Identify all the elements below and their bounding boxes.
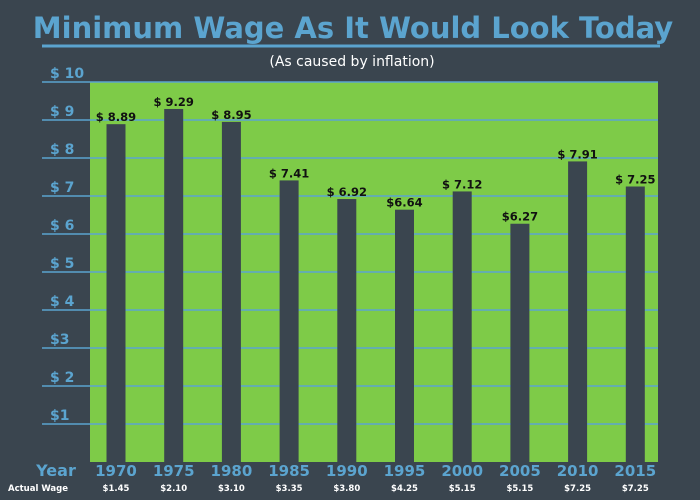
x-tick-label: 1990	[326, 462, 368, 480]
x-tick-label: 2005	[499, 462, 541, 480]
actual-wage-value: $7.25	[564, 484, 591, 494]
bar	[452, 191, 472, 462]
data-label: $ 7.25	[615, 173, 655, 187]
y-tick-label: $ 6	[50, 218, 74, 234]
actual-wage-value: $3.35	[276, 484, 303, 494]
data-label: $ 7.12	[442, 177, 482, 191]
x-tick-label: 1970	[95, 462, 137, 480]
y-tick-label: $1	[50, 408, 69, 424]
bar	[337, 199, 357, 463]
x-axis-label: Year	[35, 461, 76, 480]
actual-wage-value: $4.25	[391, 484, 418, 494]
actual-wage-value: $3.80	[333, 484, 360, 494]
x-tick-label: 1995	[384, 462, 426, 480]
actual-wage-value: $7.25	[622, 484, 649, 494]
chart-subtitle: (As caused by inflation)	[269, 54, 434, 70]
actual-wage-value: $5.15	[506, 484, 533, 494]
y-tick-label: $ 4	[50, 294, 75, 310]
actual-wage-value: $5.15	[449, 484, 476, 494]
actual-wage-value: $2.10	[160, 484, 187, 494]
data-label: $ 7.91	[557, 147, 597, 161]
bar	[510, 223, 530, 462]
data-label: $ 8.89	[96, 110, 136, 124]
data-label: $6.64	[386, 196, 422, 210]
actual-wage-values: $1.45 $2.10 $3.10 $3.35 $3.80 $4.25 $5.15 $5.15…	[103, 484, 649, 494]
y-tick-label: $3	[50, 332, 69, 348]
data-labels: $ 8.89 $ 9.29 $ 8.95 $ 7.41 $ 6.92 $6.64 $ 7.1…	[96, 95, 656, 224]
actual-wage-value: $1.45	[103, 484, 130, 494]
data-label: $6.27	[502, 210, 538, 224]
y-tick-label: $ 5	[50, 256, 74, 272]
bar	[279, 180, 299, 463]
x-tick-label: 2000	[441, 462, 483, 480]
y-tick-label: $ 8	[50, 142, 74, 158]
x-tick-label: 2010	[557, 462, 599, 480]
x-tick-label: 1985	[268, 462, 310, 480]
bar	[625, 186, 645, 462]
x-tick-labels: 1970 1975 1980 1985 1990 1995 2000 2005 2010 2015	[95, 462, 656, 480]
actual-wage-value: $3.10	[218, 484, 245, 494]
x-tick-label: 2015	[614, 462, 656, 480]
x-tick-label: 1980	[211, 462, 253, 480]
x-tick-label: 1975	[153, 462, 195, 480]
bar	[164, 108, 184, 462]
actual-wage-label: Actual Wage	[8, 484, 68, 494]
bar	[106, 124, 126, 463]
bar	[395, 209, 414, 462]
y-tick-label: $ 9	[50, 104, 74, 120]
y-tick-label: $ 7	[50, 180, 74, 196]
chart-title: Minimum Wage As It Would Look Today	[33, 11, 673, 45]
y-tick-label: $ 10	[50, 66, 84, 82]
bar	[221, 121, 241, 463]
bar	[568, 161, 588, 463]
bars	[106, 108, 645, 463]
y-tick-labels: $1 $ 2 $3 $ 4 $ 5 $ 6 $ 7 $ 8 $ 9 $ 10	[50, 66, 84, 424]
y-tick-label: $ 2	[50, 370, 74, 386]
data-label: $ 7.41	[269, 166, 309, 180]
data-label: $ 9.29	[154, 95, 194, 109]
data-label: $ 8.95	[211, 108, 251, 122]
data-label: $ 6.92	[327, 185, 367, 199]
